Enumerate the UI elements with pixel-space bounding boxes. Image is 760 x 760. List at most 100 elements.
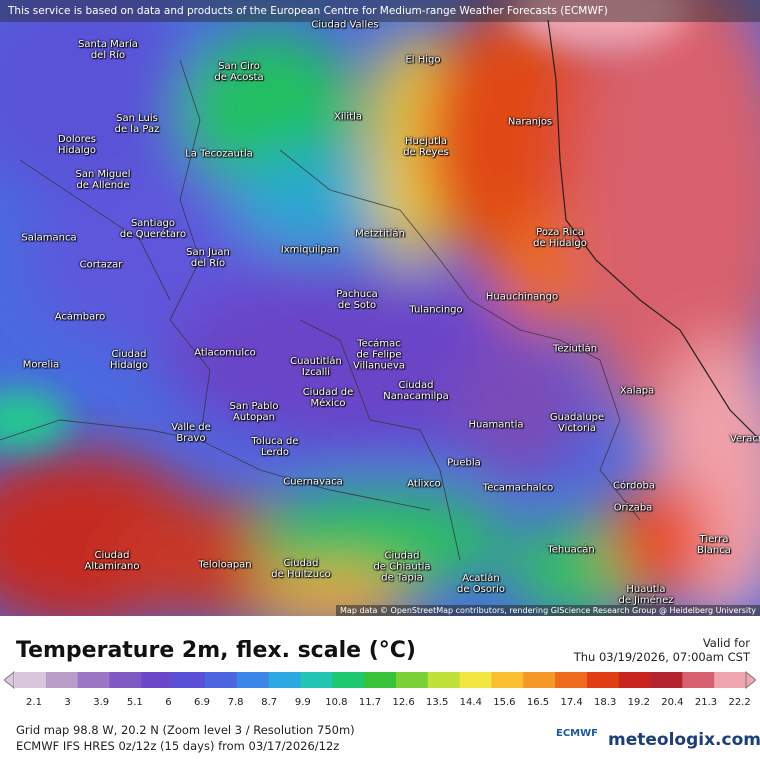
city-label: Ixmiquilpan (280, 244, 340, 256)
map-attribution[interactable]: Map data © OpenStreetMap contributors, r… (336, 605, 760, 616)
city-label: San Juan del Río (186, 247, 230, 269)
scale-tick-label: 16.5 (526, 697, 550, 708)
scale-segment (77, 672, 110, 688)
city-label: Atlacomulco (194, 347, 256, 359)
scale-segment (332, 672, 365, 688)
scale-tick-label: 12.6 (392, 697, 415, 708)
scale-segment (523, 672, 556, 688)
coastline (547, 19, 760, 441)
city-label: Puebla (447, 457, 481, 469)
city-label: Ciudad de México (302, 387, 354, 409)
scale-tick-label: 9.9 (294, 697, 311, 708)
scale-segment (364, 672, 397, 688)
city-label: Pachuca de Soto (336, 289, 378, 311)
scale-tick-label: 3 (64, 697, 71, 708)
scale-tick-label: 3.9 (93, 697, 110, 708)
scale-segment (173, 672, 206, 688)
city-label: Huamantla (468, 419, 524, 431)
city-label: La Tecozautla (185, 148, 253, 160)
scale-tick-label: 20.4 (661, 697, 684, 708)
scale-tick-label: 15.6 (493, 697, 516, 708)
color-scale-bar (4, 670, 756, 690)
city-label: Teziutlán (552, 343, 598, 355)
city-label: Tierra Blanca (697, 534, 731, 556)
city-label: Tecámac de Felipe Villanueva (353, 338, 405, 372)
scale-segment (395, 672, 429, 688)
scale-segment (491, 672, 524, 688)
city-label: Naranjos (507, 116, 553, 128)
city-label: Teloloapan (198, 559, 252, 571)
scale-segment (650, 672, 683, 688)
scale-segment (268, 672, 301, 688)
city-label: San Ciro de Acosta (214, 61, 264, 83)
valid-datetime: Thu 03/19/2026, 07:00am CST (573, 650, 750, 664)
scale-segment (586, 672, 620, 688)
city-label: San Miguel de Allende (75, 169, 131, 191)
city-label: Tecamachalco (482, 482, 554, 494)
city-label: Dolores Hidalgo (57, 134, 97, 156)
city-label: Santiago de Querétaro (119, 218, 187, 240)
state-borders (0, 59, 641, 561)
city-label: Atlixco (407, 478, 441, 490)
scale-tick-label: 6.9 (194, 697, 210, 708)
temperature-map[interactable]: This service is based on data and produc… (0, 0, 760, 616)
city-label: Valle de Bravo (171, 422, 211, 444)
grid-info: Grid map 98.8 W, 20.2 N (Zoom level 3 / … (16, 723, 355, 737)
city-label: Acatlán de Osorio (457, 573, 505, 595)
city-label: Acámbaro (54, 311, 106, 323)
scale-tick-label: 17.4 (560, 697, 583, 708)
scale-tick-label: 7.8 (227, 697, 244, 708)
city-label: Veracr (729, 433, 760, 445)
scale-segment (204, 672, 238, 688)
valid-time: Valid for Thu 03/19/2026, 07:00am CST (574, 636, 750, 664)
city-label: Ciudad Hidalgo (109, 349, 149, 371)
city-label: San Pablo Autopan (229, 401, 279, 423)
scale-tick-label: 13.5 (426, 697, 449, 708)
city-label: Guadalupe Victoria (549, 412, 605, 434)
city-label: Córdoba (613, 480, 655, 492)
valid-label: Valid for (702, 636, 750, 650)
scale-segment (109, 672, 142, 688)
scale-segment (618, 672, 652, 688)
scale-tick-label: 2.1 (26, 697, 42, 708)
city-label: Xalapa (619, 385, 655, 397)
city-label: Morelia (22, 359, 60, 371)
map-title: Temperature 2m, flex. scale (°C) (16, 638, 416, 663)
scale-min-arrow (4, 670, 15, 690)
city-label: Poza Rica de Hidalgo (533, 227, 587, 249)
model-run-info: ECMWF IFS HRES 0z/12z (15 days) from 03/… (16, 739, 340, 753)
meteologix-logo[interactable]: meteologix.com (608, 730, 760, 750)
city-label: Huauchinango (485, 291, 559, 303)
color-scale-ticks: 2.1 3 3.9 5.1 6 6.9 7.8 8.7 9.9 10.8 11.7 12.6 13.5 1… (0, 697, 760, 709)
city-label: Orizaba (613, 502, 653, 514)
scale-tick-label: 19.2 (627, 697, 650, 708)
city-label: Ciudad Altamirano (84, 550, 140, 572)
scale-segment (555, 672, 588, 688)
city-label: Ciudad de Huitzuco (271, 558, 331, 580)
city-label: Salamanca (21, 232, 77, 244)
scale-segment (141, 672, 174, 688)
ecmwf-logo: ECMWF (556, 728, 598, 739)
city-label: El Higo (405, 54, 441, 66)
scale-segment (427, 672, 461, 688)
scale-tick-label: 8.7 (261, 697, 278, 708)
scale-segment (300, 672, 333, 688)
scale-tick-label: 14.4 (459, 697, 482, 708)
scale-tick-label: 10.8 (325, 697, 348, 708)
scale-tick-label: 6 (165, 697, 172, 708)
city-label: Xilitla (333, 111, 363, 123)
city-label: San Luis de la Paz (114, 113, 160, 135)
city-label: Huejutla de Reyes (403, 136, 449, 158)
city-label: Ciudad Nanacamilpa (383, 380, 449, 402)
city-label: Huautla de Jiménez (618, 584, 674, 606)
scale-tick-label: 21.3 (694, 697, 718, 708)
city-label: Toluca de Lerdo (251, 436, 299, 458)
model-info: Grid map 98.8 W, 20.2 N (Zoom level 3 / … (16, 722, 355, 754)
scale-segment (14, 672, 47, 688)
city-label: Tehuacán (547, 544, 595, 556)
temperature-field (0, 0, 760, 616)
city-label: Metztitlán (355, 228, 405, 240)
scale-tick-label: 11.7 (358, 697, 382, 708)
scale-segment (714, 672, 747, 688)
city-label: Ciudad Valles (311, 19, 379, 31)
